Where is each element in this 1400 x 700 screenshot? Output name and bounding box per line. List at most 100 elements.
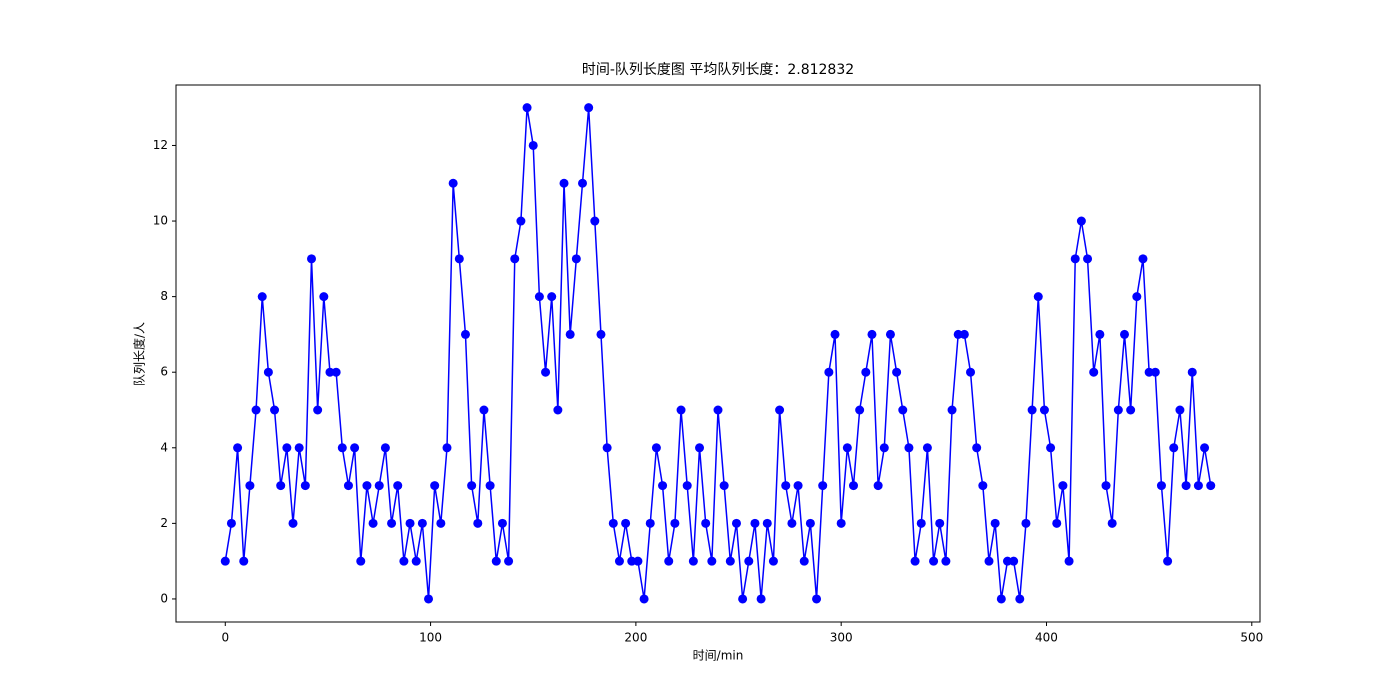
data-point [479, 405, 489, 415]
data-point [1052, 518, 1062, 528]
data-point [1095, 329, 1105, 339]
data-point [959, 329, 969, 339]
data-point [424, 594, 434, 604]
data-point [744, 556, 754, 566]
data-point [233, 443, 243, 453]
data-point [584, 103, 594, 113]
data-point [1076, 216, 1086, 226]
data-point [873, 481, 883, 491]
data-point [541, 367, 551, 377]
data-point [738, 594, 748, 604]
data-point [307, 254, 316, 264]
data-point [473, 518, 483, 528]
data-point [534, 292, 544, 302]
data-point [688, 556, 698, 566]
data-point [1039, 405, 1049, 415]
x-tick-label: 500 [1240, 631, 1263, 645]
data-point [590, 216, 600, 226]
data-point [220, 556, 230, 566]
data-point [608, 518, 618, 528]
data-point [639, 594, 649, 604]
data-point [547, 292, 557, 302]
data-point [239, 556, 249, 566]
data-point [1120, 329, 1129, 339]
data-point [793, 481, 803, 491]
data-point [578, 178, 587, 188]
data-point [522, 103, 532, 113]
y-tick-label: 4 [160, 440, 168, 454]
data-point [497, 518, 507, 528]
data-point [356, 556, 366, 566]
data-point [824, 367, 834, 377]
data-point [553, 405, 563, 415]
data-point [1163, 556, 1173, 566]
x-axis-label: 时间/min [693, 649, 744, 663]
data-point [713, 405, 723, 415]
data-point [725, 556, 735, 566]
data-point [830, 329, 840, 339]
data-point [910, 556, 920, 566]
data-point [941, 556, 951, 566]
data-point [1181, 481, 1191, 491]
y-axis-label: 队列长度/人 [132, 322, 147, 386]
data-point [1113, 405, 1123, 415]
data-point [750, 518, 760, 528]
data-point [596, 329, 606, 339]
data-point [1083, 254, 1093, 264]
data-point [614, 556, 624, 566]
data-point [1144, 367, 1154, 377]
data-point [288, 518, 298, 528]
data-point [343, 481, 353, 491]
y-tick-label: 10 [153, 214, 168, 228]
data-point [922, 443, 932, 453]
data-point [263, 367, 273, 377]
data-point [417, 518, 427, 528]
data-point [781, 481, 791, 491]
data-point [861, 367, 871, 377]
data-point [799, 556, 809, 566]
data-point [1187, 367, 1197, 377]
data-point [916, 518, 926, 528]
data-point [1193, 481, 1203, 491]
data-point [1150, 367, 1160, 377]
data-point [1089, 367, 1099, 377]
x-tick-label: 400 [1035, 631, 1058, 645]
data-point [1021, 518, 1031, 528]
data-point [1058, 481, 1068, 491]
data-point [1107, 518, 1117, 528]
data-point [996, 594, 1006, 604]
data-point [362, 481, 372, 491]
data-point [485, 481, 495, 491]
data-point [1156, 481, 1166, 491]
data-point [627, 556, 637, 566]
data-point [621, 518, 631, 528]
data-point [768, 556, 778, 566]
data-point [1070, 254, 1080, 264]
data-point [1002, 556, 1012, 566]
data-point [436, 518, 446, 528]
data-point [947, 405, 957, 415]
data-point [775, 405, 785, 415]
data-point [695, 443, 705, 453]
data-point [448, 178, 458, 188]
data-point [682, 481, 692, 491]
data-point [245, 481, 255, 491]
data-point [325, 367, 335, 377]
data-point [849, 481, 858, 491]
data-point [645, 518, 655, 528]
data-point [966, 367, 976, 377]
data-point [337, 443, 347, 453]
data-point [294, 443, 304, 453]
data-point [879, 443, 889, 453]
data-point [516, 216, 526, 226]
data-point [313, 405, 323, 415]
data-point [602, 443, 612, 453]
plot-frame [175, 84, 1261, 623]
data-point [251, 405, 261, 415]
data-point [1009, 556, 1019, 566]
data-point [467, 481, 477, 491]
data-point [885, 329, 895, 339]
x-tick-label: 200 [624, 631, 647, 645]
